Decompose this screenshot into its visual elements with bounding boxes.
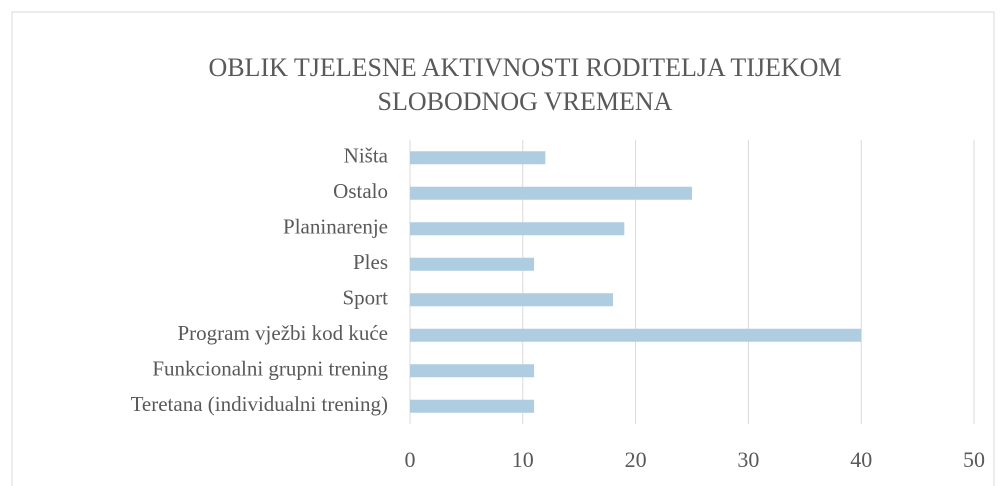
x-tick-label: 0 bbox=[405, 447, 416, 472]
bar bbox=[410, 222, 625, 236]
bar bbox=[410, 186, 692, 200]
y-tick-label: Sport bbox=[342, 286, 388, 310]
bar bbox=[410, 257, 535, 271]
bar bbox=[410, 364, 535, 378]
x-tick-label: 30 bbox=[737, 447, 759, 472]
x-tick-label: 10 bbox=[512, 447, 534, 472]
y-tick-label: Ništa bbox=[344, 144, 389, 168]
bar bbox=[410, 151, 546, 165]
x-tick-label: 40 bbox=[850, 447, 872, 472]
y-tick-label: Ples bbox=[353, 250, 388, 274]
bar bbox=[410, 328, 862, 342]
chart-title: SLOBODNOG VREMENA bbox=[378, 87, 673, 116]
x-tick-label: 20 bbox=[625, 447, 647, 472]
bar bbox=[410, 293, 614, 307]
y-tick-label: Ostalo bbox=[333, 179, 388, 203]
bar bbox=[410, 399, 535, 413]
x-tick-label: 50 bbox=[963, 447, 985, 472]
y-tick-label: Teretana (individualni trening) bbox=[131, 392, 388, 416]
y-tick-label: Planinarenje bbox=[283, 215, 388, 239]
y-tick-label: Funkcionalni grupni trening bbox=[152, 357, 388, 381]
y-tick-label: Program vježbi kod kuće bbox=[177, 321, 388, 345]
chart-title: OBLIK TJELESNE AKTIVNOSTI RODITELJA TIJE… bbox=[208, 53, 841, 82]
